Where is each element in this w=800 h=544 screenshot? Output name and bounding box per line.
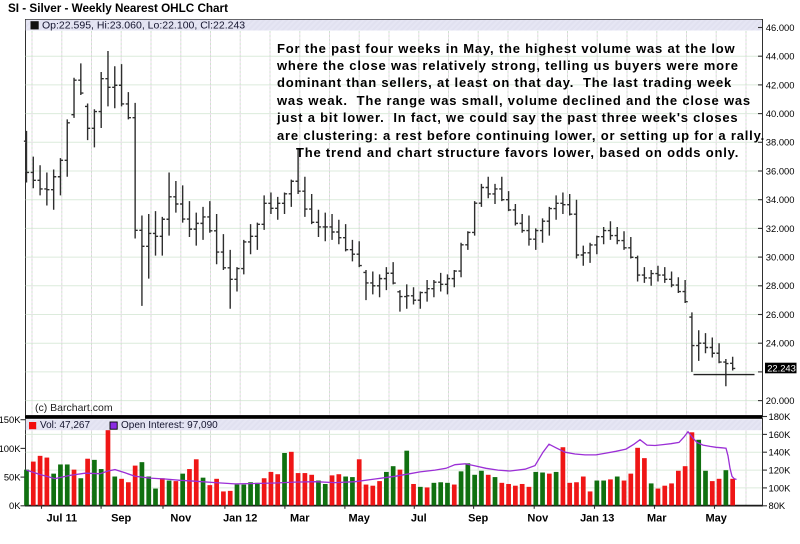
svg-text:Jul 11: Jul 11 (47, 513, 78, 525)
svg-text:36.000: 36.000 (766, 165, 795, 176)
svg-text:Jan 13: Jan 13 (580, 513, 614, 525)
svg-text:28.000: 28.000 (766, 280, 795, 291)
svg-text:160K: 160K (769, 429, 792, 440)
svg-text:Jul: Jul (411, 513, 427, 525)
svg-text:140K: 140K (769, 447, 792, 458)
svg-text:100K: 100K (769, 482, 792, 493)
svg-text:20.000: 20.000 (766, 395, 795, 406)
svg-text:44.000: 44.000 (766, 51, 795, 62)
svg-text:Nov: Nov (170, 513, 192, 525)
svg-text:46.000: 46.000 (766, 22, 795, 33)
svg-text:50K: 50K (4, 472, 21, 483)
svg-text:30.000: 30.000 (766, 252, 795, 263)
svg-text:Mar: Mar (290, 513, 310, 525)
svg-text:Mar: Mar (647, 513, 667, 525)
svg-text:32.000: 32.000 (766, 223, 795, 234)
svg-text:Vol: 47,267: Vol: 47,267 (40, 420, 90, 431)
svg-text:Jan 12: Jan 12 (223, 513, 257, 525)
svg-text:Op:22.595, Hi:23.060, Lo:22.10: Op:22.595, Hi:23.060, Lo:22.100, Cl:22.2… (42, 19, 245, 31)
svg-text:40.000: 40.000 (766, 108, 795, 119)
svg-text:Nov: Nov (527, 513, 549, 525)
svg-text:Sep: Sep (468, 513, 488, 525)
svg-text:May: May (705, 513, 727, 525)
svg-text:May: May (348, 513, 370, 525)
svg-text:22.243: 22.243 (767, 362, 796, 373)
svg-text:26.000: 26.000 (766, 309, 795, 320)
svg-text:Open Interest: 97,090: Open Interest: 97,090 (121, 420, 218, 431)
svg-text:180K: 180K (769, 411, 792, 422)
svg-text:34.000: 34.000 (766, 194, 795, 205)
svg-text:24.000: 24.000 (766, 338, 795, 349)
svg-text:0K: 0K (9, 500, 21, 511)
svg-text:42.000: 42.000 (766, 79, 795, 90)
svg-text:38.000: 38.000 (766, 137, 795, 148)
svg-text:(c) Barchart.com: (c) Barchart.com (35, 402, 113, 414)
svg-text:Sep: Sep (111, 513, 131, 525)
svg-text:150K: 150K (0, 414, 21, 425)
svg-text:100K: 100K (0, 443, 21, 454)
svg-text:120K: 120K (769, 465, 792, 476)
svg-text:80K: 80K (769, 500, 786, 511)
